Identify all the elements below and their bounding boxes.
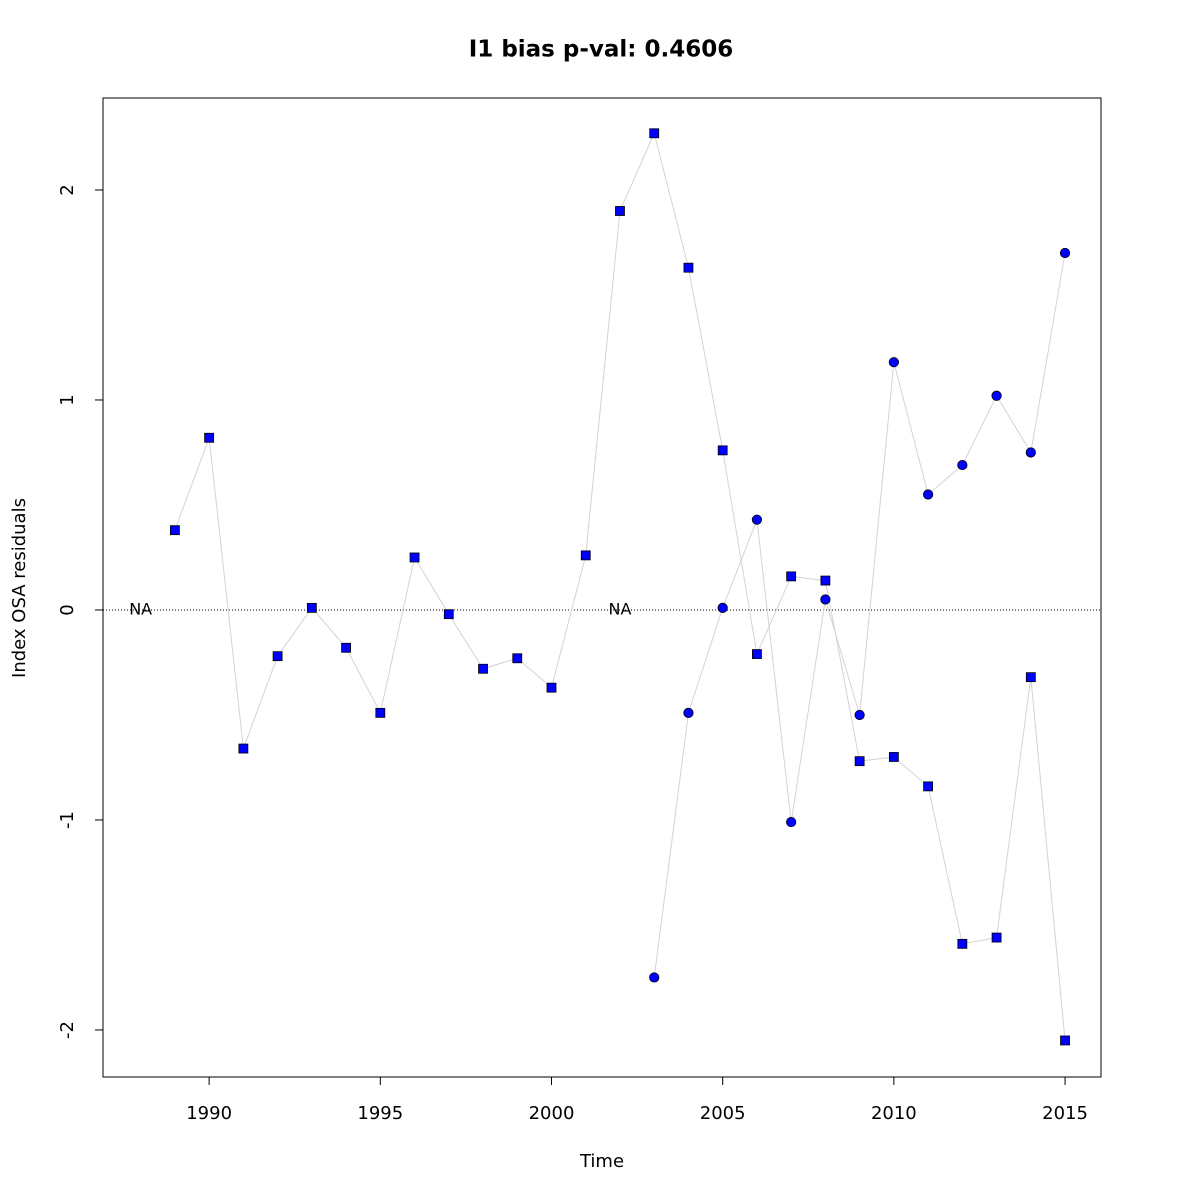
plot-frame	[102, 97, 1102, 1078]
y-tick-label: -2	[57, 1021, 78, 1039]
point	[854, 709, 865, 721]
point	[1025, 447, 1036, 458]
point	[1059, 247, 1071, 259]
x-tick-label: 1990	[186, 1103, 232, 1124]
x-tick-label: 2005	[700, 1103, 746, 1124]
point	[683, 707, 694, 718]
point	[649, 972, 660, 983]
point	[752, 649, 762, 659]
point	[683, 262, 694, 273]
x-tick-label: 2000	[529, 1103, 575, 1124]
point	[272, 651, 283, 662]
point	[1060, 1035, 1070, 1046]
point	[169, 525, 180, 536]
point	[820, 594, 831, 605]
point	[991, 932, 1002, 943]
y-axis-label: Index OSA residuals	[9, 498, 30, 678]
x-tick-label: 2015	[1042, 1103, 1088, 1124]
point	[306, 602, 317, 613]
point	[443, 609, 454, 620]
point	[341, 642, 351, 653]
point	[512, 653, 523, 664]
point	[751, 514, 763, 525]
chart-title: I1 bias p-val: 0.4606	[469, 37, 734, 63]
point	[375, 707, 386, 718]
point	[546, 682, 557, 693]
point	[991, 390, 1002, 401]
point	[1025, 672, 1036, 683]
point	[923, 489, 934, 500]
point	[820, 575, 831, 586]
y-tick-label: 0	[57, 604, 78, 615]
point	[580, 550, 591, 561]
point	[786, 816, 797, 828]
point	[786, 571, 797, 582]
point	[923, 781, 934, 792]
point	[615, 206, 625, 216]
annotation: NA	[129, 599, 152, 618]
point	[888, 357, 899, 368]
point	[649, 128, 660, 139]
point	[957, 938, 968, 949]
x-tick-label: 1995	[357, 1103, 403, 1124]
x-tick-label: 2010	[871, 1103, 917, 1124]
y-tick-label: 2	[57, 184, 78, 195]
x-axis-label: Time	[579, 1151, 624, 1172]
point	[888, 752, 899, 762]
annotation: NA	[609, 599, 632, 618]
point	[717, 602, 728, 613]
point	[238, 743, 249, 754]
y-tick-label: -1	[57, 811, 78, 829]
point	[409, 552, 420, 563]
point	[717, 445, 728, 456]
y-tick-label: 1	[57, 394, 78, 405]
point	[478, 663, 488, 674]
point	[854, 756, 865, 767]
point	[204, 432, 215, 443]
point	[957, 459, 968, 471]
